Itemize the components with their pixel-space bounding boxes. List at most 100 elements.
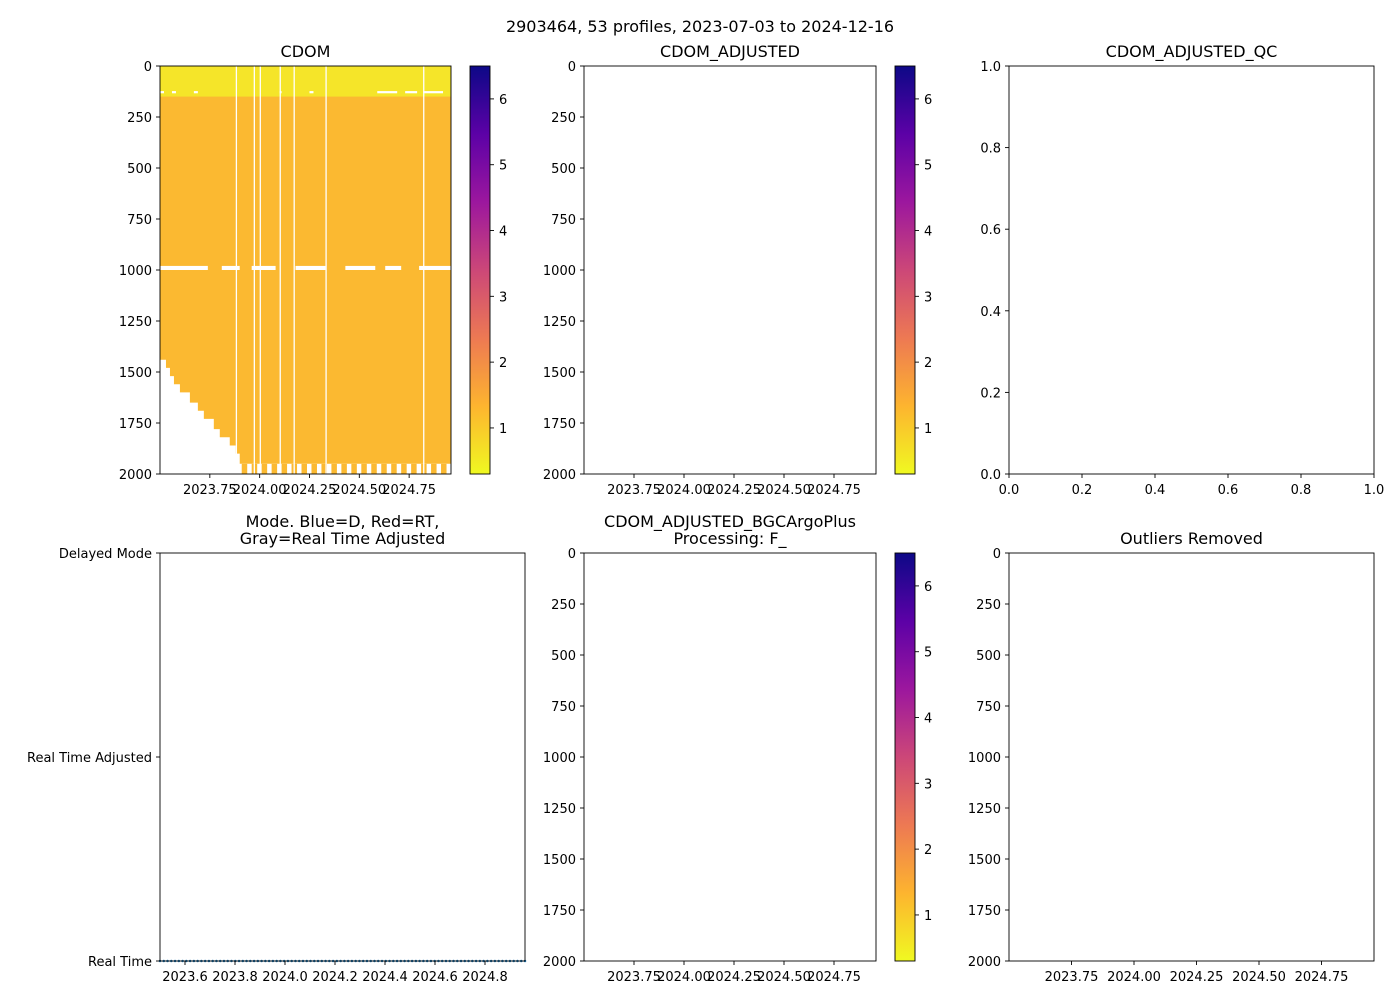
cdom-data-region [160, 66, 451, 464]
cdom-deep-cell [241, 463, 248, 474]
cdom-profile-gap [259, 66, 261, 474]
x-tick-label: 0.4 [1145, 483, 1166, 498]
y-tick-label: 1750 [968, 904, 1001, 919]
colorbar-tick-label: 1 [924, 422, 932, 437]
y-tick-label: 0.6 [980, 223, 1001, 238]
colorbar-tick-label: 2 [924, 843, 932, 858]
x-tick-label: 2023.6 [162, 970, 208, 985]
y-tick-label: 0.4 [980, 305, 1001, 320]
cdom-missing-band [160, 91, 164, 94]
cdom-missing-band [251, 265, 276, 270]
cdom-deep-cell [271, 463, 278, 474]
y-tick-label: 1750 [119, 417, 152, 432]
x-tick-label: 2024.00 [657, 483, 711, 498]
cdom-profile-gap [253, 66, 255, 474]
y-tick-label: Real Time [88, 955, 152, 970]
y-tick-label: 750 [127, 213, 152, 228]
cdom_adjusted_qc-x-axis: 0.0 0.2 0.4 0.6 0.8 1.0 [999, 474, 1384, 498]
bgcargoplus-colorbar: 1 2 3 4 5 6 [894, 552, 932, 962]
y-tick-label: 250 [551, 598, 576, 613]
x-tick-label: 2024.50 [1232, 970, 1286, 985]
y-tick-label: 0 [568, 60, 576, 75]
x-tick-label: 2024.75 [1295, 970, 1349, 985]
cdom_adjusted-title: CDOM_ADJUSTED [660, 42, 800, 62]
y-tick-label: 1000 [543, 264, 576, 279]
bgcargoplus-frame [583, 552, 877, 962]
cdom-profile-gap [235, 66, 238, 474]
y-tick-label: 1750 [543, 904, 576, 919]
subplot-cdom_adjusted_qc: 0.0 0.2 0.4 0.6 0.8 1.0 0.0 0.2 0.4 0.6 0.8 1.0 CDOM… [980, 42, 1384, 498]
subplot-grid: 2023.752024.002024.252024.502024.7502505… [27, 42, 1384, 985]
y-tick-label: 750 [976, 700, 1001, 715]
x-tick-label: 0.6 [1218, 483, 1239, 498]
cdom-heatmap-cells [160, 66, 451, 474]
cdom_adjusted_qc-frame [1008, 65, 1375, 475]
y-tick-label: 1500 [543, 366, 576, 381]
bgcargoplus-title-line2: Processing: F_ [673, 529, 787, 549]
y-tick-label: 1.0 [980, 60, 1001, 75]
y-tick-label: 250 [976, 598, 1001, 613]
cdom_adjusted-colorbar: 1 2 3 4 5 6 [894, 65, 932, 475]
cdom-missing-band [309, 91, 314, 94]
y-tick-label: 0 [144, 60, 152, 75]
cdom-deep-cell [341, 463, 347, 474]
colorbar-tick-label: 5 [499, 159, 507, 174]
outliers-x-axis: 2023.75 2024.00 2024.25 2024.50 2024.75 [1045, 961, 1349, 985]
cdom-title: CDOM [281, 42, 331, 61]
x-tick-label: 2024.50 [332, 483, 386, 498]
y-tick-label: 1250 [543, 802, 576, 817]
x-tick-label: 2024.75 [807, 970, 861, 985]
y-tick-label: 1500 [543, 853, 576, 868]
y-tick-label: 2000 [968, 955, 1001, 970]
y-tick-label: 0.2 [980, 386, 1001, 401]
colorbar-tick-label: 5 [924, 159, 932, 174]
cdom-profile-gap [325, 66, 327, 474]
cdom-deep-cell [351, 463, 357, 474]
x-tick-label: 2023.75 [607, 970, 661, 985]
cdom_adjusted_qc-y-axis: 0.0 0.2 0.4 0.6 0.8 1.0 [980, 60, 1009, 483]
colorbar-tick-label: 6 [924, 580, 932, 595]
cdom-profile-gap [293, 66, 295, 474]
y-tick-label: 0 [993, 547, 1001, 562]
y-tick-label: 500 [551, 162, 576, 177]
cdom-missing-band [171, 91, 176, 94]
colorbar-tick-label: 1 [499, 422, 507, 437]
cdom_adjusted-y-axis: 0 250 500 750 1000 1250 1500 1750 2000 [543, 60, 584, 483]
y-tick-label: 500 [976, 649, 1001, 664]
cdom-missing-band [423, 91, 444, 94]
cdom-colorbar: 1 2 3 4 5 6 [469, 65, 507, 475]
y-tick-label: 2000 [543, 955, 576, 970]
cdom-missing-band [221, 265, 240, 270]
cdom-surface-layer [160, 66, 451, 97]
x-tick-label: 2024.6 [412, 970, 458, 985]
y-tick-label: 250 [127, 111, 152, 126]
cdom-profile-gap [423, 66, 425, 474]
colorbar-tick-label: 5 [924, 646, 932, 661]
y-tick-label: 1000 [543, 751, 576, 766]
outliers-title: Outliers Removed [1120, 529, 1263, 548]
colorbar-tick-label: 3 [499, 290, 507, 305]
y-tick-label: 1750 [543, 417, 576, 432]
colorbar-tick-label: 4 [924, 225, 932, 240]
cdom-deep-cell [361, 463, 367, 474]
y-tick-label: Real Time Adjusted [27, 751, 152, 766]
cdom-deep-cell [391, 463, 397, 474]
cdom-y-axis: 0 250 500 750 1000 1250 1500 1750 2000 [119, 60, 160, 483]
x-tick-label: 2023.75 [1045, 970, 1099, 985]
cdom-deep-cell [321, 463, 327, 474]
x-tick-label: 2024.25 [1170, 970, 1224, 985]
x-tick-label: 2024.75 [382, 483, 436, 498]
bgcargoplus-y-axis: 0 250 500 750 1000 1250 1500 1750 2000 [543, 547, 584, 970]
colorbar-tick-label: 6 [499, 93, 507, 108]
x-tick-label: 2024.50 [757, 970, 811, 985]
x-tick-label: 2024.00 [657, 970, 711, 985]
colorbar-tick-label: 3 [924, 777, 932, 792]
x-tick-label: 0.2 [1072, 483, 1093, 498]
y-tick-label: 750 [551, 213, 576, 228]
